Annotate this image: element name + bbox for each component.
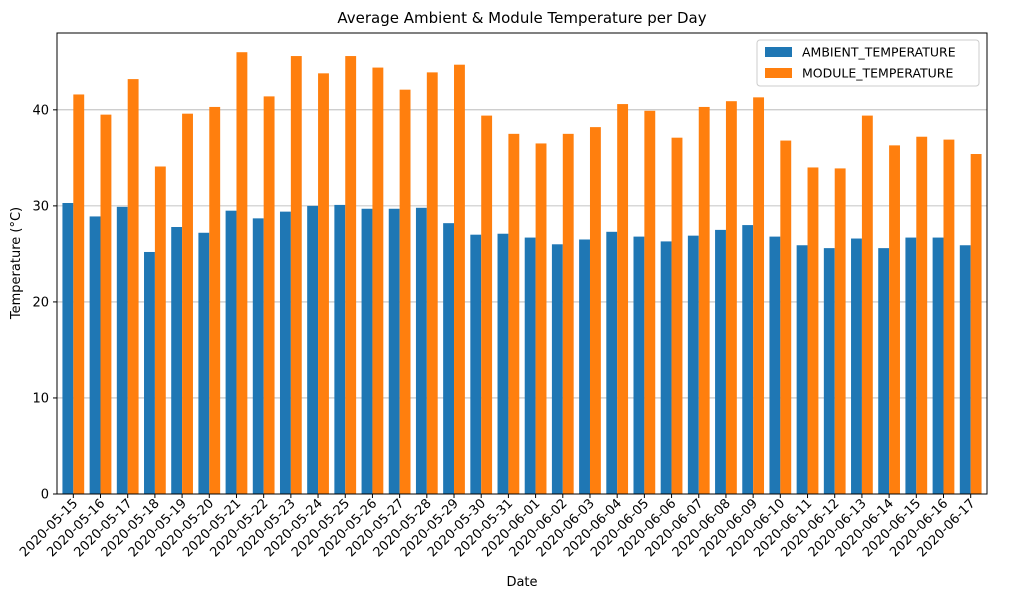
series-module-temperature <box>73 52 982 495</box>
bar-module-temperature <box>644 110 656 494</box>
y-axis: 0 10 20 30 40 <box>32 103 57 503</box>
bar-ambient-temperature <box>62 202 74 494</box>
bar-module-temperature <box>562 133 574 494</box>
bar-ambient-temperature <box>334 204 346 494</box>
bar-ambient-temperature <box>606 231 618 494</box>
bar-module-temperature <box>182 113 193 495</box>
bar-module-temperature <box>834 168 846 494</box>
bar-ambient-temperature <box>225 210 237 495</box>
bar-ambient-temperature <box>715 229 726 494</box>
gridlines <box>57 109 987 399</box>
bar-module-temperature <box>154 166 166 494</box>
bar-module-temperature <box>725 101 737 495</box>
y-tick-label: 0 <box>41 488 49 503</box>
bar-module-temperature <box>100 114 112 495</box>
bar-ambient-temperature <box>279 211 291 494</box>
bar-ambient-temperature <box>932 237 944 494</box>
bar-module-temperature <box>372 67 384 494</box>
bar-ambient-temperature <box>633 236 645 494</box>
bar-ambient-temperature <box>687 235 699 494</box>
bar-ambient-temperature <box>443 223 455 494</box>
legend-box <box>756 39 980 87</box>
y-tick-label: 30 <box>32 199 49 214</box>
y-tick-label: 20 <box>32 295 49 310</box>
bar-module-temperature <box>508 133 520 494</box>
bar-module-temperature <box>807 167 819 495</box>
x-axis-label: Date <box>506 575 537 590</box>
bar-module-temperature <box>535 143 547 494</box>
y-tick-label: 10 <box>32 391 49 406</box>
bar-ambient-temperature <box>823 248 835 494</box>
bar-module-temperature <box>426 72 438 495</box>
bar-ambient-temperature <box>470 234 482 494</box>
bar-ambient-temperature <box>579 239 590 494</box>
bar-module-temperature <box>263 96 275 494</box>
bar-module-temperature <box>345 56 357 495</box>
chart-title: Average Ambient & Module Temperature per… <box>337 9 706 27</box>
bar-module-temperature <box>916 136 928 494</box>
bar-ambient-temperature <box>144 251 155 494</box>
y-tick-label: 40 <box>32 103 49 118</box>
bar-ambient-temperature <box>252 218 264 494</box>
bar-module-temperature <box>970 154 982 494</box>
bar-ambient-temperature <box>497 233 509 494</box>
bar-ambient-temperature <box>89 216 101 495</box>
legend-swatch <box>765 47 792 57</box>
bar-ambient-temperature <box>851 238 862 494</box>
bar-ambient-temperature <box>959 245 971 494</box>
bar-module-temperature <box>943 139 955 494</box>
bar-module-temperature <box>889 145 900 494</box>
bar-module-temperature <box>753 97 765 495</box>
bar-ambient-temperature <box>198 232 210 494</box>
bar-ambient-temperature <box>796 245 808 494</box>
bar-module-temperature <box>399 89 411 494</box>
legend-label: AMBIENT_TEMPERATURE <box>802 45 956 60</box>
bar-ambient-temperature <box>388 208 400 494</box>
bar-ambient-temperature <box>905 237 917 494</box>
bar-module-temperature <box>73 94 85 494</box>
bar-ambient-temperature <box>878 248 890 494</box>
bar-ambient-temperature <box>769 236 781 494</box>
bar-module-temperature <box>780 140 792 495</box>
bar-ambient-temperature <box>524 237 536 494</box>
bar-ambient-temperature <box>116 206 128 494</box>
bar-ambient-temperature <box>361 208 373 494</box>
bar-module-temperature <box>617 104 629 494</box>
bar-module-temperature <box>236 52 248 494</box>
bar-module-temperature <box>481 115 493 495</box>
bar-module-temperature <box>589 127 601 494</box>
bar-ambient-temperature <box>660 241 672 494</box>
bar-module-temperature <box>698 106 710 494</box>
plot-frame <box>56 32 988 495</box>
bar-module-temperature <box>290 56 302 495</box>
bar-ambient-temperature <box>415 207 427 494</box>
bar-module-temperature <box>454 64 465 494</box>
bars <box>62 52 982 495</box>
bar-ambient-temperature <box>742 225 754 495</box>
bar-ambient-temperature <box>171 227 183 495</box>
bar-ambient-temperature <box>551 244 563 494</box>
bar-module-temperature <box>127 79 139 494</box>
bar-module-temperature <box>318 73 329 495</box>
legend-label: MODULE_TEMPERATURE <box>802 66 953 81</box>
y-axis-label: Temperature (°C) <box>9 207 24 320</box>
legend-swatch <box>765 68 792 78</box>
bar-module-temperature <box>209 106 221 494</box>
x-axis: 2020-05-152020-05-162020-05-172020-05-18… <box>17 494 979 560</box>
bar-module-temperature <box>671 137 683 494</box>
series-ambient-temperature <box>62 202 971 495</box>
bar-ambient-temperature <box>307 205 319 494</box>
bar-module-temperature <box>861 115 873 495</box>
legend: AMBIENT_TEMPERATURE MODULE_TEMPERATURE <box>756 39 980 87</box>
